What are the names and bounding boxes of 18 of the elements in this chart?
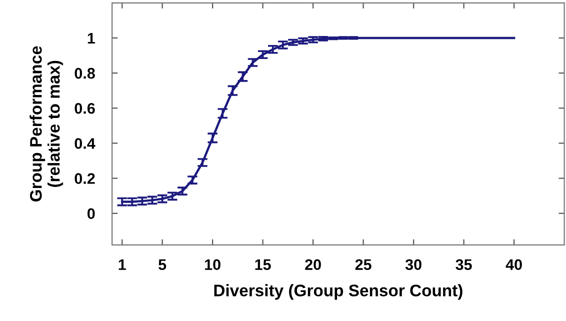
x-tick-label: 10 [205, 259, 220, 270]
x-tick-label: 20 [305, 259, 321, 270]
y-tick-label: 0 [88, 208, 95, 220]
x-tick-label: 35 [456, 259, 472, 270]
y-tick-label: 0.4 [74, 138, 96, 149]
x-tick-label: 30 [405, 259, 422, 270]
y-tick-label: 1 [88, 32, 95, 44]
y-tick-label: 0.6 [74, 102, 95, 114]
y-axis-title: Group Performance (relative to max) [30, 46, 64, 202]
x-tick-label: 1 [118, 259, 126, 270]
x-tick-label: 25 [355, 259, 372, 270]
x-tick-label: 40 [506, 259, 522, 270]
x-tick-label: 15 [255, 259, 271, 270]
y-tick-label: 0.8 [74, 68, 95, 79]
y-tick-label: 0.2 [74, 173, 95, 184]
x-tick-label: 5 [158, 259, 166, 270]
line-series [121, 36, 516, 203]
x-axis-title: Diversity (Group Sensor Count) [214, 284, 462, 300]
